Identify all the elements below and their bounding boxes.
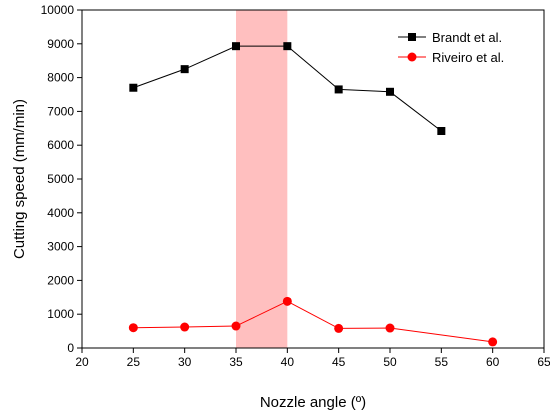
- x-tick-label: 20: [75, 355, 89, 369]
- x-tick-label: 35: [229, 355, 243, 369]
- data-point: [334, 323, 344, 333]
- series-2: [128, 296, 498, 347]
- legend-item: Riveiro et al.: [398, 50, 504, 65]
- x-tick-label: 50: [383, 355, 397, 369]
- x-axis-title: Nozzle angle (º): [260, 394, 366, 411]
- data-point: [128, 323, 138, 333]
- y-tick-label: 9000: [47, 37, 74, 51]
- x-tick-label: 25: [127, 355, 141, 369]
- data-point: [232, 42, 240, 51]
- x-tick-label: 40: [281, 355, 295, 369]
- data-point: [386, 87, 394, 96]
- series-1: [129, 42, 446, 136]
- y-axis-title: Cutting speed (mm/min): [11, 99, 28, 259]
- data-point: [283, 42, 292, 51]
- series-layer: [128, 42, 498, 347]
- data-point: [129, 83, 138, 92]
- x-tick-label: 45: [332, 355, 346, 369]
- data-point: [385, 323, 395, 333]
- y-tick-label: 3000: [47, 240, 74, 254]
- y-tick-label: 1000: [47, 307, 74, 321]
- data-point: [488, 337, 498, 347]
- x-tick-label: 65: [537, 355, 550, 369]
- data-point: [231, 321, 241, 331]
- legend: Brandt et al. Riveiro et al.: [398, 30, 504, 65]
- y-tick-label: 2000: [47, 273, 74, 287]
- y-tick-label: 6000: [47, 138, 74, 152]
- data-point: [282, 296, 292, 306]
- highlight-band: [236, 10, 288, 348]
- data-point: [334, 85, 343, 94]
- y-tick-label: 5000: [47, 172, 74, 186]
- x-tick-label: 55: [435, 355, 449, 369]
- series-line: [133, 300, 493, 343]
- x-tick-label: 30: [178, 355, 192, 369]
- highlight-band-layer: [236, 10, 288, 348]
- axis-ticks: 20 25 30 35 40 45 50 55 60 65 0 1000 2000 3000 4000 500…: [41, 3, 550, 369]
- y-tick-label: 8000: [47, 71, 74, 85]
- data-point: [180, 65, 189, 74]
- legend-marker: [408, 33, 416, 41]
- y-tick-label: 10000: [41, 3, 75, 17]
- data-point: [180, 322, 190, 332]
- series-line: [133, 45, 442, 132]
- y-tick-label: 4000: [47, 206, 74, 220]
- y-tick-label: 7000: [47, 104, 74, 118]
- legend-label: Brandt et al.: [432, 30, 502, 45]
- legend-marker: [407, 52, 417, 62]
- legend-item: Brandt et al.: [398, 30, 502, 45]
- x-tick-label: 60: [486, 355, 500, 369]
- legend-label: Riveiro et al.: [432, 50, 504, 65]
- y-tick-label: 0: [67, 341, 74, 355]
- data-point: [437, 127, 446, 136]
